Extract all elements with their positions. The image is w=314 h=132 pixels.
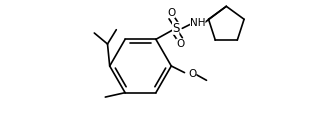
Text: S: S [172, 22, 179, 35]
Text: O: O [176, 39, 184, 49]
Text: O: O [188, 69, 196, 79]
Text: O: O [167, 8, 176, 18]
Text: NH: NH [190, 18, 205, 28]
